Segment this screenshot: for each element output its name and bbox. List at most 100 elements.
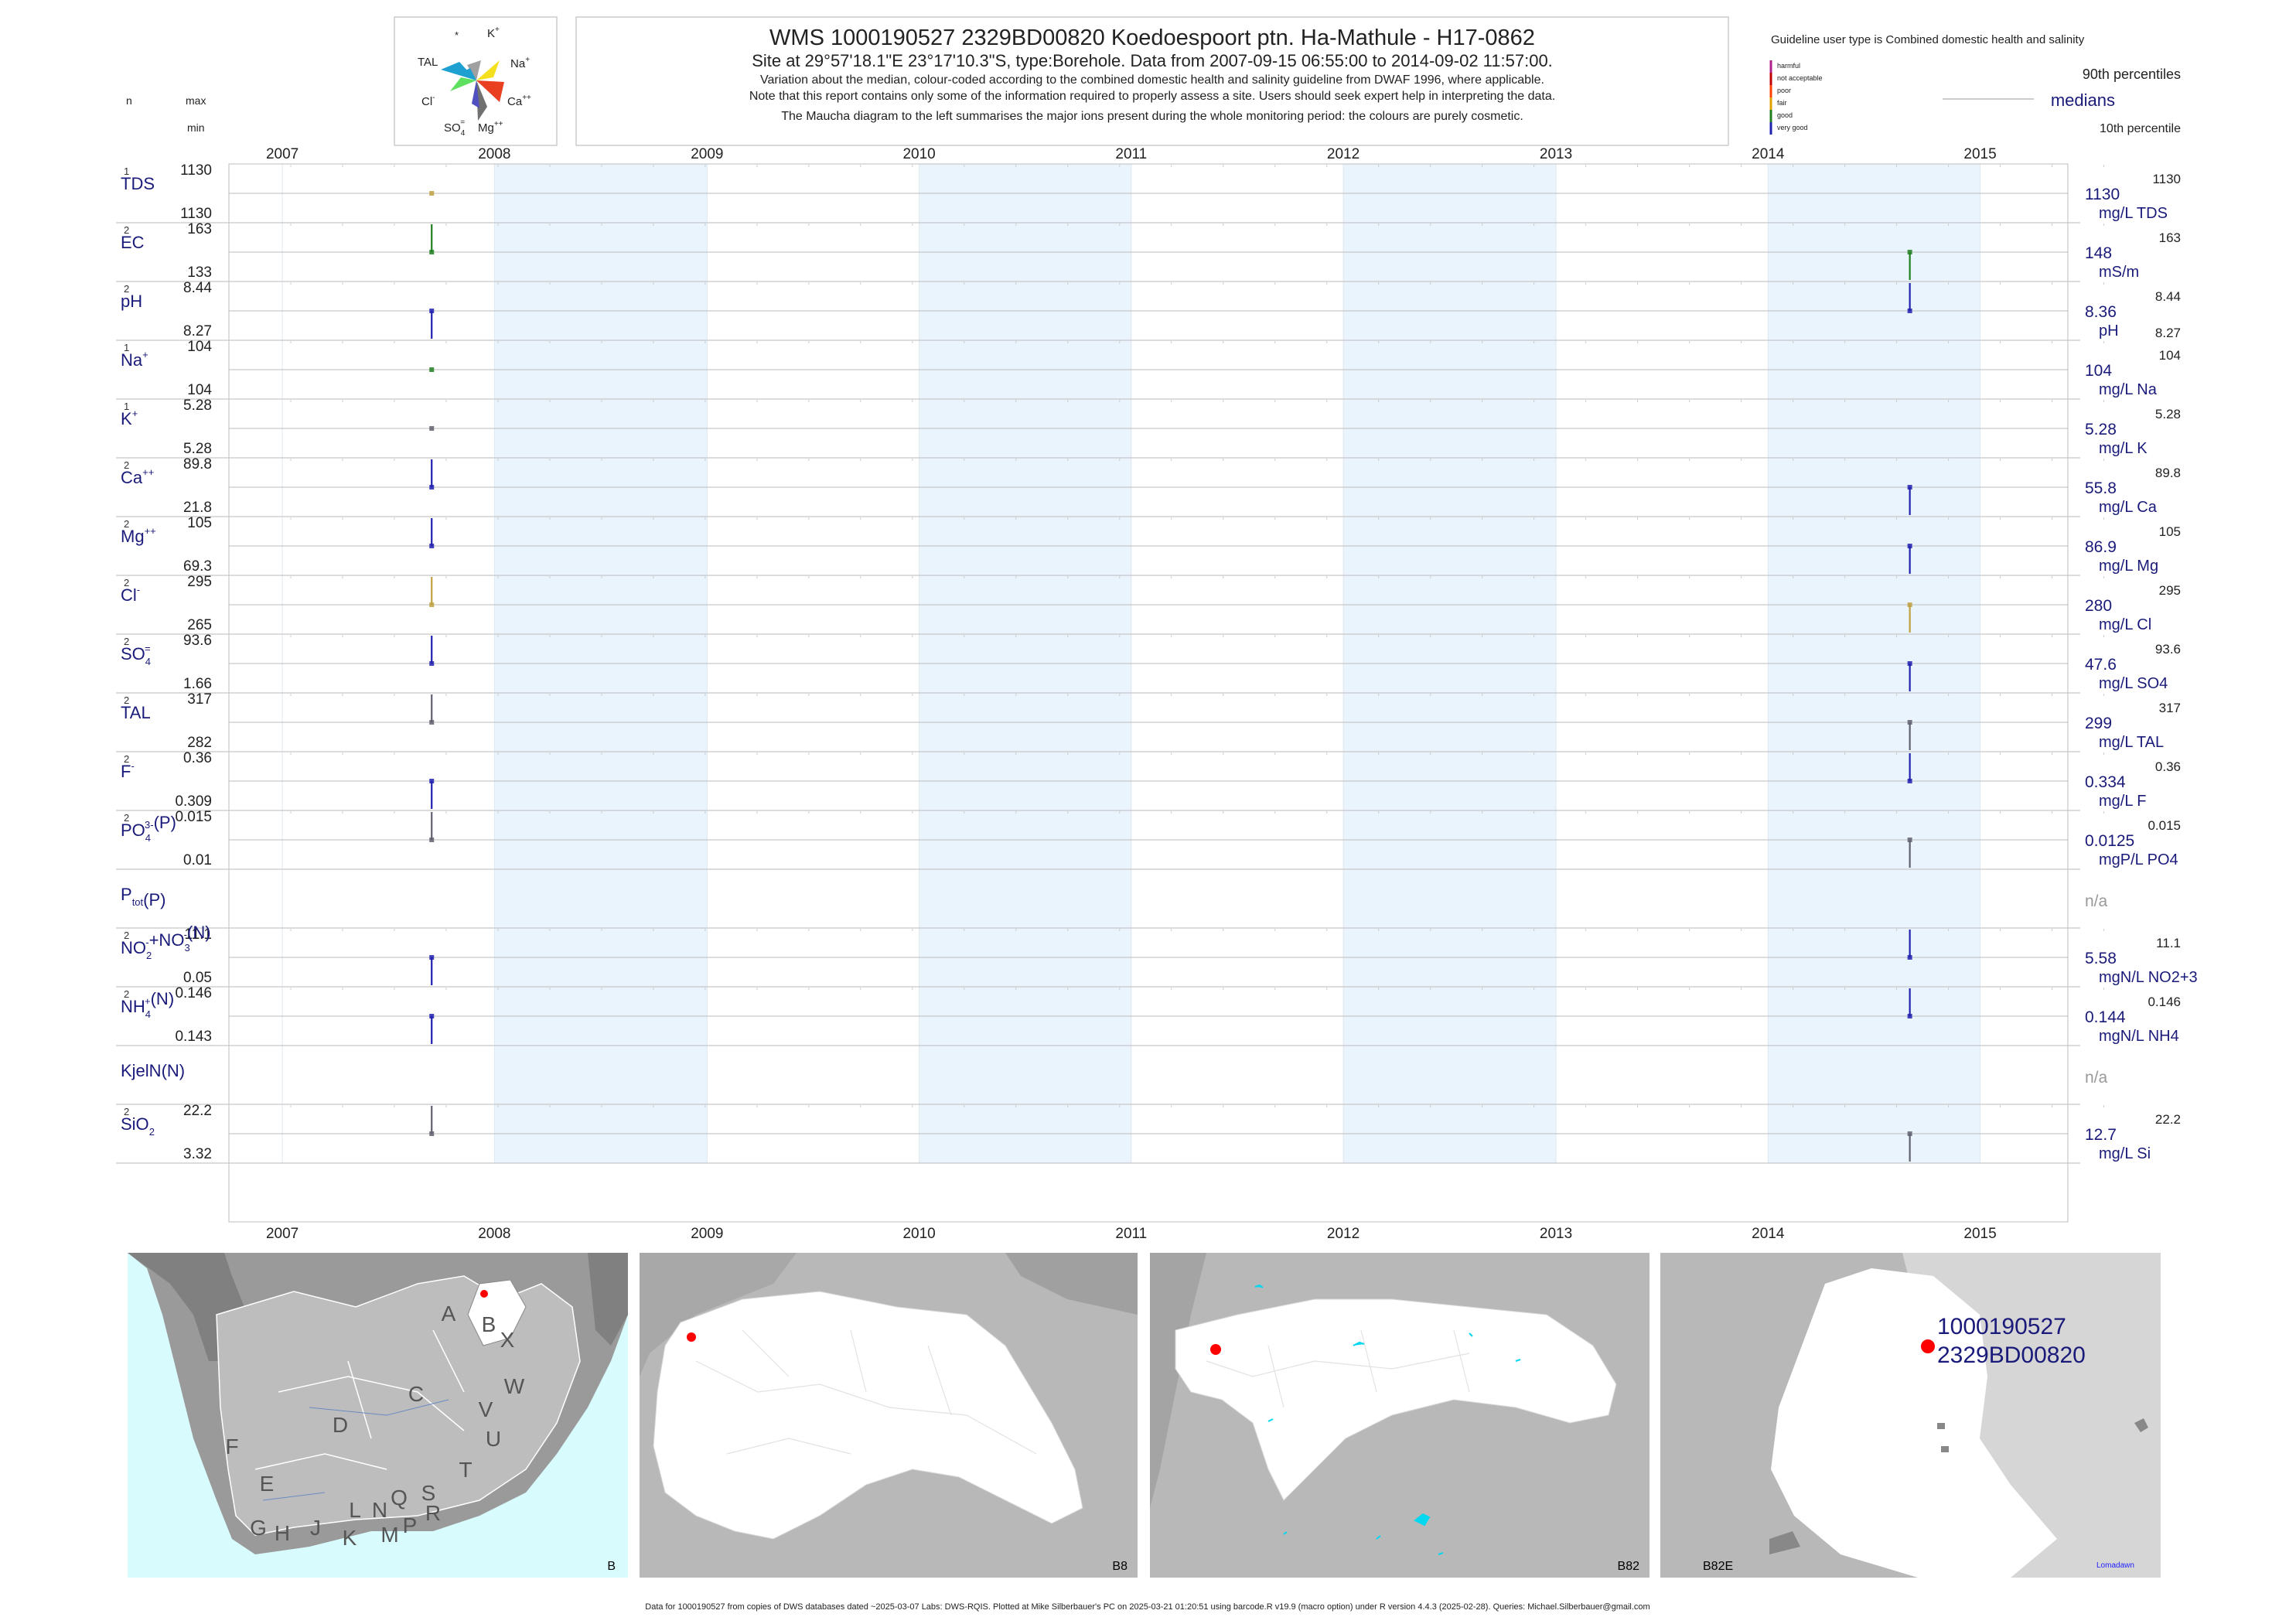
min-value-Na: 104	[187, 382, 212, 398]
maucha-cl-label: Cl-	[421, 94, 435, 108]
min-value-K: 5.28	[183, 441, 212, 457]
legend-category-label-5: very good	[1777, 124, 1808, 131]
p90-value-Cl: 295	[2159, 583, 2181, 598]
n-value-PO4: 2	[124, 812, 129, 824]
description-line-1: Variation about the median, colour-coded…	[760, 73, 1544, 87]
min-value-NH4: 0.143	[175, 1029, 212, 1045]
p90-value-Mg: 105	[2159, 524, 2181, 539]
data-point-SiO2-1	[1907, 1131, 1912, 1136]
description-line-3: The Maucha diagram to the left summarise…	[781, 110, 1523, 123]
min-value-EC: 133	[187, 264, 212, 281]
unit-label-SO4: mg/L SO4	[2099, 675, 2168, 692]
map1-region-D: D	[333, 1413, 348, 1437]
map1-region-L: L	[349, 1498, 361, 1522]
year-bottom-2007: 2007	[266, 1226, 299, 1242]
panel-Mg: 2 105 69.3 Mg++ 86.9 mg/L Mg 105	[116, 515, 2181, 576]
param-label-EC: EC	[121, 233, 145, 252]
map1-region-P: P	[403, 1513, 418, 1537]
map2-site-marker	[687, 1332, 696, 1342]
map3-corner-label: B82	[1618, 1560, 1640, 1573]
p90-value-SiO2: 22.2	[2155, 1112, 2181, 1127]
legend-category-label-0: harmful	[1777, 62, 1800, 70]
data-point-Na-0	[429, 367, 435, 372]
median-value-Mg: 86.9	[2085, 538, 2117, 556]
year-bottom-2015: 2015	[1963, 1226, 1996, 1242]
data-point-NH4-0	[429, 1014, 435, 1018]
map4-site-code-label: 2329BD00820	[1937, 1343, 2086, 1368]
p90-value-TAL: 317	[2159, 701, 2181, 715]
median-value-Ca: 55.8	[2085, 479, 2117, 497]
param-label-KjelN: KjelN(N)	[121, 1061, 185, 1080]
maucha-segment-2	[476, 60, 500, 80]
map-b82e: 1000190527 2329BD00820 Lomadawn B82E	[1660, 1253, 2161, 1578]
unit-label-Ca: mg/L Ca	[2099, 499, 2158, 516]
param-label-K: K+	[121, 408, 138, 428]
map1-site-marker	[480, 1290, 488, 1298]
n-value-F: 2	[124, 753, 129, 765]
map1-region-H: H	[275, 1521, 290, 1545]
data-point-Cl-1	[1907, 602, 1912, 607]
data-point-SO4-0	[429, 661, 435, 666]
p90-value-NO23: 11.1	[2156, 936, 2181, 950]
p90-value-Ca: 89.8	[2155, 466, 2181, 480]
maucha-star-label: *	[455, 29, 459, 41]
param-label-TAL: TAL	[121, 703, 151, 722]
maucha-tal-label: TAL	[418, 56, 438, 69]
param-label-pH: pH	[121, 292, 142, 311]
param-label-Ca: Ca++	[121, 466, 154, 487]
guideline-legend: Guideline user type is Combined domestic…	[1769, 33, 2181, 135]
p90-value-F: 0.36	[2155, 759, 2181, 774]
data-point-Cl-0	[429, 602, 435, 607]
n-value-Cl: 2	[124, 577, 129, 589]
n-value-NH4: 2	[124, 988, 129, 1000]
map1-region-X: X	[500, 1328, 515, 1352]
map1-region-F: F	[225, 1435, 238, 1459]
median-value-NH4: 0.144	[2085, 1008, 2126, 1026]
min-value-PO4: 0.01	[183, 852, 212, 868]
min-header: min	[187, 121, 205, 134]
data-point-F-1	[1907, 779, 1912, 783]
min-value-TAL: 282	[187, 735, 212, 751]
data-point-Ca-1	[1907, 485, 1912, 490]
n-header: n	[126, 94, 132, 107]
map1-corner-label: B	[607, 1560, 616, 1573]
n-value-Ca: 2	[124, 459, 129, 471]
data-point-Mg-0	[429, 544, 435, 548]
param-label-TDS: TDS	[121, 174, 155, 193]
year-labels-top: 2007 2008 2009 2010 2011 2012 2013 2014 2015	[266, 146, 1997, 162]
max-value-K: 5.28	[183, 397, 212, 414]
data-point-SO4-1	[1907, 661, 1912, 666]
p90-value-Na: 104	[2159, 348, 2181, 363]
map1-region-A: A	[442, 1302, 456, 1325]
legend-category-label-2: poor	[1777, 87, 1791, 94]
map4-town-label: Lomadawn	[2096, 1561, 2134, 1570]
median-value-SO4: 47.6	[2085, 656, 2117, 674]
map-b8: B8	[640, 1253, 1138, 1578]
max-value-F: 0.36	[183, 750, 212, 766]
map1-region-Q: Q	[391, 1486, 408, 1510]
median-value-NO23: 5.58	[2085, 950, 2117, 967]
param-label-Cl: Cl-	[121, 584, 140, 605]
min-value-NO23: 0.05	[183, 970, 212, 986]
data-point-PO4-0	[429, 838, 435, 842]
min-value-F: 0.309	[175, 793, 212, 810]
n-value-Na: 1	[124, 342, 129, 353]
maucha-k-label: K+	[487, 26, 500, 40]
n-value-SO4: 2	[124, 636, 129, 647]
year-top-2012: 2012	[1327, 146, 1360, 162]
p90-value-EC: 163	[2159, 230, 2181, 245]
p90-value-pH: 8.44	[2155, 289, 2181, 304]
panel-F: 2 0.36 0.309 F- 0.334 mg/L F 0.36	[116, 750, 2181, 811]
data-point-Ca-0	[429, 485, 435, 490]
map1-region-R: R	[425, 1501, 441, 1525]
unit-label-SiO2: mg/L Si	[2099, 1145, 2151, 1162]
legend-medians: medians	[2051, 90, 2115, 110]
map1-region-E: E	[260, 1472, 275, 1496]
data-point-pH-0	[429, 309, 435, 313]
param-label-SiO2: SiO2	[121, 1114, 155, 1138]
map1-region-M: M	[380, 1523, 398, 1547]
